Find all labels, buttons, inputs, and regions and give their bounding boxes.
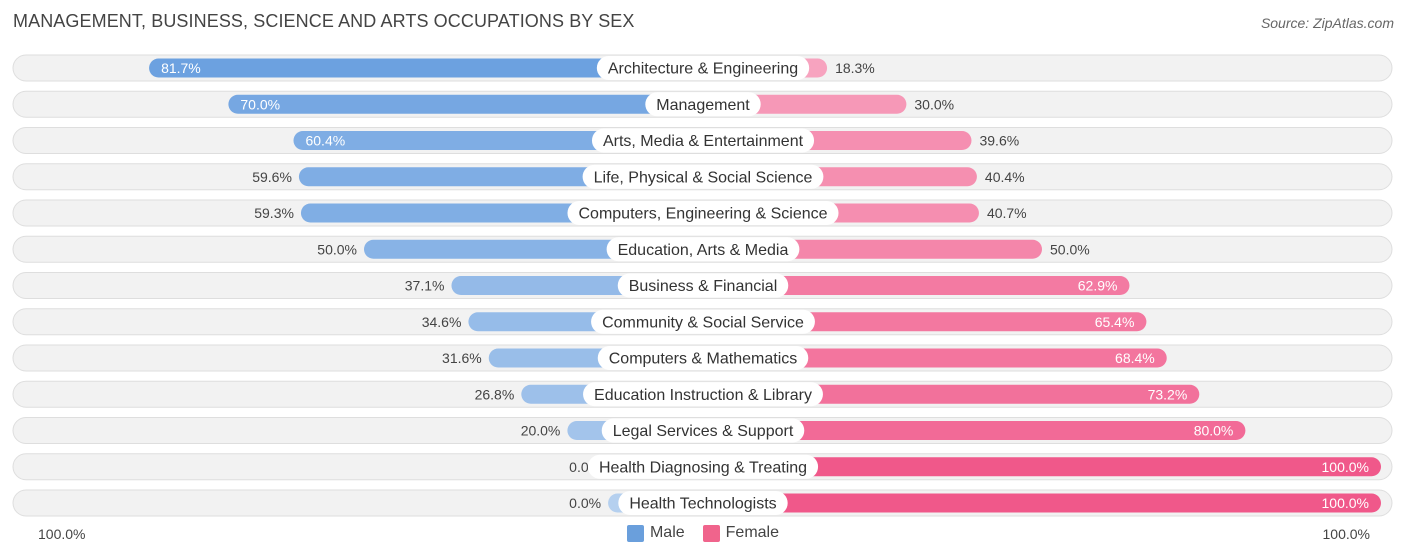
female-value-label: 65.4% (1095, 314, 1135, 330)
category-label-pill (601, 418, 805, 443)
male-value-label: 20.0% (521, 423, 561, 439)
category-label-pill (645, 92, 761, 117)
category-label: Business & Financial (629, 278, 778, 295)
female-value-label: 80.0% (1194, 423, 1234, 439)
male-value-label: 26.8% (475, 386, 515, 402)
legend: Male Female (0, 524, 1406, 542)
female-value-label: 30.0% (914, 96, 954, 112)
category-label: Computers, Engineering & Science (578, 206, 827, 223)
category-label: Management (656, 97, 750, 114)
legend-item-male[interactable]: Male (626, 524, 685, 542)
category-label-pill (591, 128, 815, 153)
category-label: Architecture & Engineering (608, 61, 798, 78)
category-label: Life, Physical & Social Science (594, 169, 813, 186)
male-value-label: 37.1% (405, 278, 445, 294)
male-bar (149, 58, 704, 78)
male-value-label: 0.0% (569, 495, 601, 511)
male-value-label: 59.6% (252, 169, 292, 185)
male-value-label: 70.0% (240, 96, 280, 112)
female-bar (703, 457, 1381, 477)
category-label: Health Diagnosing & Treating (599, 459, 807, 476)
legend-item-female[interactable]: Female (702, 524, 780, 542)
male-value-label: 31.6% (442, 350, 482, 366)
female-value-label: 100.0% (1322, 495, 1369, 511)
category-label-pill (582, 164, 824, 189)
female-value-label: 73.2% (1148, 386, 1188, 402)
legend-female-label: Female (725, 524, 780, 541)
category-label: Computers & Mathematics (609, 351, 798, 368)
category-label: Legal Services & Support (613, 423, 794, 440)
female-bar (703, 421, 1246, 440)
category-label: Community & Social Service (602, 314, 804, 331)
female-value-label: 68.4% (1115, 350, 1155, 366)
chart-title: MANAGEMENT, BUSINESS, SCIENCE AND ARTS O… (13, 11, 635, 31)
category-label-pill (606, 237, 800, 262)
category-label-pill (597, 346, 809, 370)
category-label: Education, Arts & Media (618, 242, 789, 259)
category-label-pill (596, 56, 810, 80)
axis-right-label: 100.0% (1322, 526, 1370, 542)
female-bar (703, 276, 1130, 295)
female-value-label: 39.6% (979, 133, 1019, 149)
category-label-pill (617, 273, 789, 298)
male-value-label: 60.4% (305, 133, 345, 149)
female-value-label: 18.3% (835, 60, 875, 76)
male-swatch (626, 524, 644, 542)
female-value-label: 40.4% (985, 169, 1025, 185)
male-value-label: 50.0% (317, 241, 357, 257)
category-label-pill (567, 201, 839, 225)
axis-left-label: 100.0% (38, 526, 86, 542)
female-value-label: 40.7% (987, 205, 1027, 221)
female-swatch (702, 524, 720, 542)
male-value-label: 34.6% (422, 314, 462, 330)
female-value-label: 50.0% (1050, 241, 1090, 257)
category-label-pill (618, 491, 788, 515)
category-label: Education Instruction & Library (594, 387, 812, 404)
category-label: Health Technologists (629, 496, 776, 513)
female-value-label: 62.9% (1078, 278, 1118, 294)
source-credit: Source: ZipAtlas.com (1260, 15, 1394, 31)
male-value-label: 81.7% (161, 60, 201, 76)
category-label-pill (587, 454, 819, 479)
male-value-label: 59.3% (254, 205, 294, 221)
category-label-pill (591, 309, 815, 334)
female-bar (703, 493, 1381, 513)
category-label: Arts, Media & Entertainment (603, 133, 804, 150)
female-bar (703, 348, 1167, 368)
female-value-label: 100.0% (1322, 459, 1369, 475)
category-label-pill (583, 382, 823, 407)
male-bar (228, 94, 703, 114)
legend-male-label: Male (649, 524, 685, 541)
female-bar (703, 384, 1200, 404)
